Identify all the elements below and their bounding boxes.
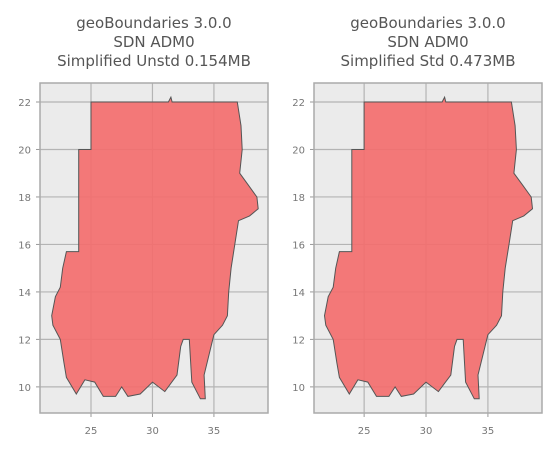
chart-title: geoBoundaries 3.0.0 xyxy=(76,14,231,32)
plot-frame xyxy=(39,82,269,414)
y-tick-label: 20 xyxy=(292,145,305,156)
boundary-polygon xyxy=(51,95,259,400)
y-tick-label: 10 xyxy=(292,383,305,394)
y-tick-label: 18 xyxy=(18,193,31,204)
y-tick-label: 10 xyxy=(18,383,31,394)
x-tick-label: 25 xyxy=(358,426,371,437)
x-tick-label: 35 xyxy=(482,426,495,437)
x-tick-label: 30 xyxy=(420,426,433,437)
y-tick-label: 16 xyxy=(18,240,31,251)
chart-title: Simplified Std 0.473MB xyxy=(341,52,516,70)
y-tick-label: 12 xyxy=(18,335,31,346)
y-tick-label: 22 xyxy=(292,98,305,109)
chart-title: SDN ADM0 xyxy=(387,33,468,51)
y-tick-label: 22 xyxy=(18,98,31,109)
chart-title: Simplified Unstd 0.154MB xyxy=(57,52,251,70)
y-tick-label: 16 xyxy=(292,240,305,251)
y-tick-label: 20 xyxy=(18,145,31,156)
plot-frame xyxy=(313,82,543,414)
x-tick-label: 25 xyxy=(85,426,98,437)
x-tick-label: 35 xyxy=(208,426,221,437)
chart-title: geoBoundaries 3.0.0 xyxy=(350,14,505,32)
y-tick-label: 18 xyxy=(292,193,305,204)
x-tick-label: 30 xyxy=(146,426,159,437)
y-tick-label: 12 xyxy=(292,335,305,346)
chart-title: SDN ADM0 xyxy=(113,33,194,51)
boundary-polygon xyxy=(323,95,534,400)
y-tick-label: 14 xyxy=(292,288,305,299)
y-tick-label: 14 xyxy=(18,288,31,299)
